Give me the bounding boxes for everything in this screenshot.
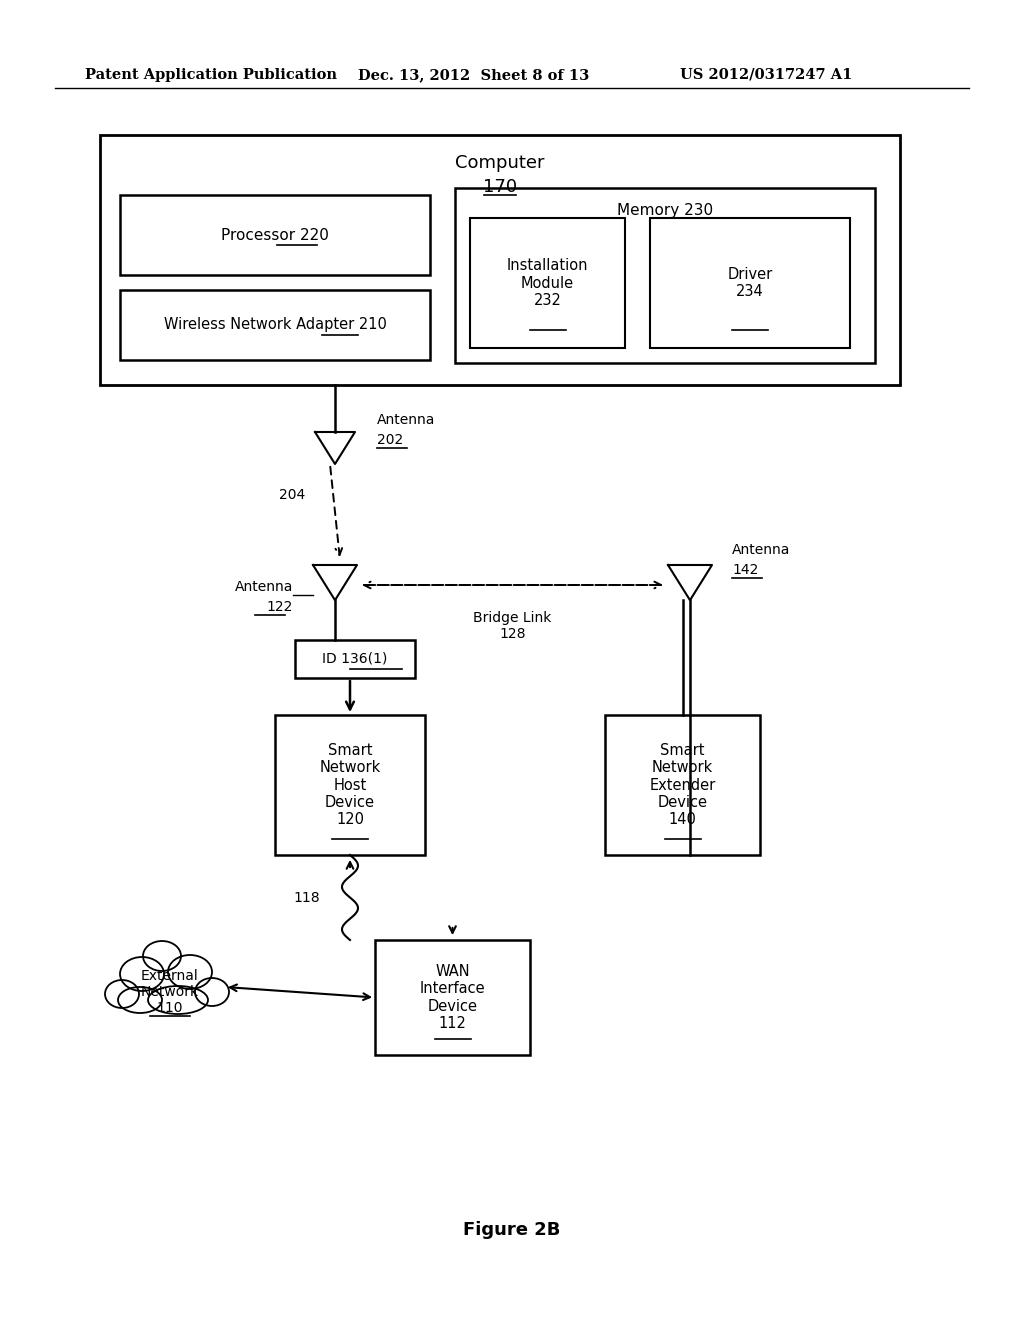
- Text: Figure 2B: Figure 2B: [463, 1221, 561, 1239]
- Ellipse shape: [120, 957, 164, 991]
- Bar: [275, 715, 425, 855]
- Bar: [470, 218, 625, 348]
- Bar: [100, 135, 900, 385]
- Text: WAN
Interface
Device
112: WAN Interface Device 112: [420, 964, 485, 1031]
- Bar: [375, 940, 530, 1055]
- Bar: [650, 218, 850, 348]
- Ellipse shape: [143, 941, 181, 972]
- Text: Memory 230: Memory 230: [616, 202, 713, 218]
- Text: Antenna: Antenna: [234, 579, 293, 594]
- Text: Antenna: Antenna: [732, 543, 791, 557]
- Text: Antenna: Antenna: [377, 413, 435, 426]
- Text: External
Network
110: External Network 110: [141, 969, 199, 1015]
- Text: Smart
Network
Host
Device
120: Smart Network Host Device 120: [319, 743, 381, 828]
- Text: 118: 118: [293, 891, 319, 904]
- Text: Bridge Link
128: Bridge Link 128: [473, 611, 552, 642]
- Bar: [605, 715, 760, 855]
- Text: Computer: Computer: [456, 154, 545, 172]
- Text: 142: 142: [732, 564, 759, 577]
- Text: Wireless Network Adapter 210: Wireless Network Adapter 210: [164, 318, 386, 333]
- Text: Processor 220: Processor 220: [221, 227, 329, 243]
- Text: 122: 122: [266, 601, 293, 614]
- Text: ID 136(1): ID 136(1): [323, 652, 388, 667]
- Bar: [120, 290, 430, 360]
- Ellipse shape: [148, 986, 208, 1014]
- Text: Dec. 13, 2012  Sheet 8 of 13: Dec. 13, 2012 Sheet 8 of 13: [358, 69, 589, 82]
- Text: Patent Application Publication: Patent Application Publication: [85, 69, 337, 82]
- Text: Smart
Network
Extender
Device
140: Smart Network Extender Device 140: [649, 743, 716, 828]
- Ellipse shape: [118, 987, 162, 1012]
- Text: Driver
234: Driver 234: [727, 267, 773, 300]
- Bar: [295, 640, 415, 678]
- Text: US 2012/0317247 A1: US 2012/0317247 A1: [680, 69, 852, 82]
- Bar: [455, 187, 874, 363]
- Text: 204: 204: [279, 488, 305, 502]
- Ellipse shape: [105, 979, 139, 1008]
- Bar: [120, 195, 430, 275]
- Text: 202: 202: [377, 433, 403, 447]
- Text: 170: 170: [483, 178, 517, 195]
- Ellipse shape: [195, 978, 229, 1006]
- Text: Installation
Module
232: Installation Module 232: [507, 259, 588, 308]
- Ellipse shape: [168, 954, 212, 989]
